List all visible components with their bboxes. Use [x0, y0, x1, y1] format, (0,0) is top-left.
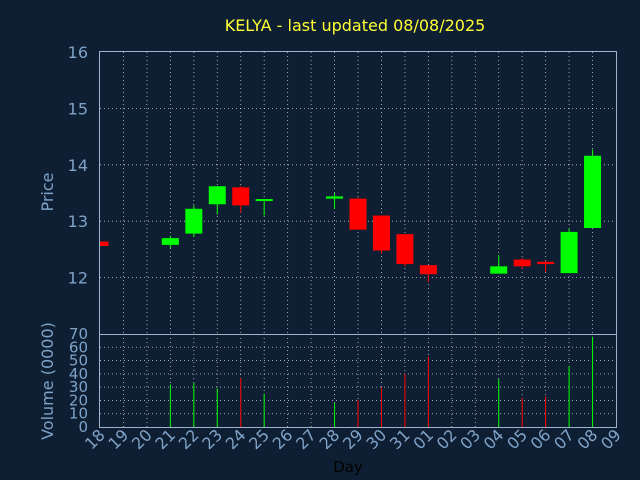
candle-body — [560, 231, 578, 274]
price-tick-label: 14 — [68, 156, 88, 175]
price-candles — [99, 149, 602, 283]
candle-body — [232, 187, 250, 206]
candle-body — [537, 261, 555, 265]
candle-body — [490, 266, 508, 274]
price-axis-label: Price — [38, 172, 57, 211]
price-tick-labels: 12 13 14 15 16 — [68, 43, 88, 288]
candle-body — [255, 199, 273, 202]
volume-tick-label: 60 — [69, 338, 88, 356]
volume-tick-label: 0 — [78, 418, 88, 436]
candle-body — [185, 208, 203, 234]
volume-panel-frame — [99, 334, 617, 428]
candle-body — [584, 155, 602, 228]
price-tick-label: 15 — [68, 99, 88, 118]
candle-body — [513, 259, 531, 267]
candle-body — [372, 215, 390, 251]
volume-tick-label: 30 — [69, 378, 88, 396]
volume-bars — [169, 336, 594, 427]
chart-title: KELYA - last updated 08/08/2025 — [225, 16, 486, 35]
price-tick-label: 13 — [68, 212, 88, 231]
x-tick-labels: 1819202122232425262728293031010203040506… — [81, 425, 625, 453]
candle-body — [396, 234, 414, 265]
volume-tick-label: 10 — [69, 405, 88, 423]
candle-body — [208, 186, 226, 205]
volume-tick-label: 70 — [69, 325, 88, 343]
candle-body — [349, 198, 367, 230]
volume-tick-label: 40 — [69, 365, 88, 383]
volume-tick-label: 20 — [69, 391, 88, 409]
candle-body — [419, 265, 437, 275]
price-tick-label: 12 — [68, 269, 88, 288]
x-axis-label: Day — [333, 458, 363, 476]
volume-axis-label: Volume (0000) — [38, 322, 57, 440]
candle-body — [100, 241, 109, 247]
volume-tick-label: 50 — [69, 352, 88, 370]
candle-body — [161, 238, 179, 245]
candle-body — [326, 196, 344, 199]
price-tick-label: 16 — [68, 43, 88, 62]
